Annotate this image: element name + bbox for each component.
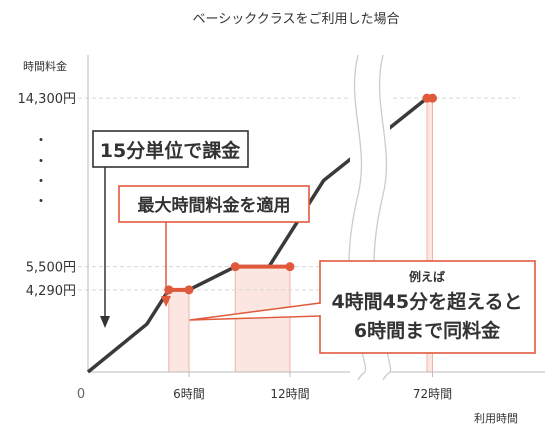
chart-title: ベーシッククラスをご利用した場合 [193, 11, 400, 27]
y-tick-label: 4,290円 [26, 284, 76, 299]
y-ellipsis: ・ ・ ・ ・ [34, 133, 48, 210]
annotation-example: 例えば 4時間45分を超えると 6時間まで同料金 [189, 260, 536, 354]
cap-fill-area [168, 289, 189, 372]
cap-fill-layer [168, 98, 433, 372]
annotation-per-15min-text: 15分単位で課金 [100, 139, 241, 162]
annotation-example-line-1: 例えば [409, 269, 445, 284]
y-axis-label: 時間料金 [23, 59, 67, 73]
annotation-max-rate-text: 最大時間料金を適用 [138, 195, 291, 216]
gridline-layer [78, 97, 520, 291]
x-axis-label: 利用時間 [474, 412, 518, 425]
y-tick-label: 14,300円 [18, 92, 77, 107]
origin-label: 0 [77, 387, 85, 402]
y-tick-label: 5,500円 [26, 261, 76, 276]
cap-layer [164, 93, 437, 295]
x-tick-label: 6時間 [173, 387, 205, 401]
cap-fill-area [427, 98, 433, 372]
x-tick-label: 72時間 [413, 387, 452, 401]
cap-point [230, 262, 240, 272]
y-ellipsis-dot: ・ [34, 194, 48, 210]
y-ellipsis-dot: ・ [34, 174, 48, 190]
cap-point [427, 93, 437, 103]
y-tick-labels: 4,290円 5,500円 14,300円 [18, 92, 77, 299]
annotation-max-rate: 最大時間料金を適用 [118, 185, 310, 307]
annotation-example-line-3: 6時間まで同料金 [354, 319, 501, 342]
x-tick-label: 12時間 [270, 387, 309, 401]
y-ellipsis-dot: ・ [34, 133, 48, 149]
cap-point [184, 285, 194, 295]
y-ellipsis-dot: ・ [34, 154, 48, 170]
x-tick-labels: 6時間 12時間 72時間 [173, 372, 452, 401]
cap-fill-area [235, 266, 290, 372]
annotation-example-line-2: 4時間45分を超えると [331, 290, 522, 313]
cap-point [285, 262, 295, 272]
annotation-per-15min: 15分単位で課金 [92, 130, 249, 328]
